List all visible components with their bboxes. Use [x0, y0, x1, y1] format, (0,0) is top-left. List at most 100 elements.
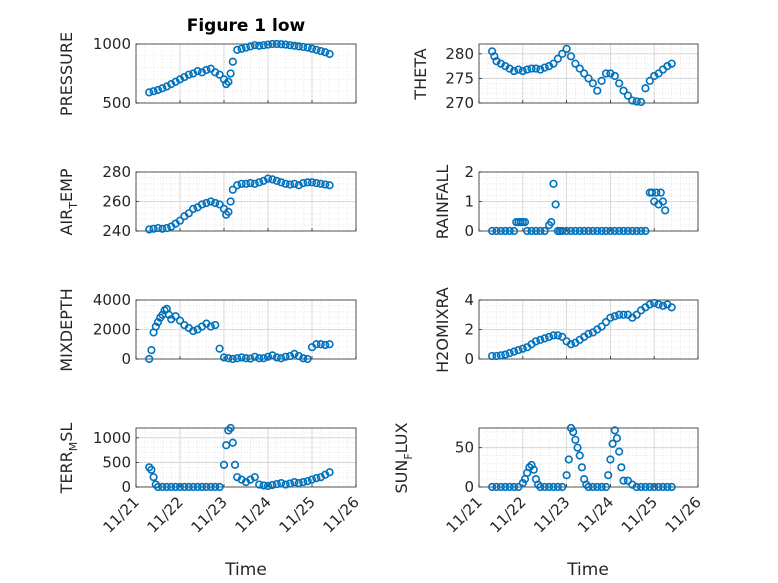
- data-point: [281, 352, 290, 361]
- data-point: [206, 322, 215, 331]
- data-point: [536, 65, 545, 74]
- data-point: [623, 226, 633, 236]
- data-point: [228, 438, 237, 447]
- data-point: [246, 178, 255, 188]
- data-point: [246, 354, 255, 363]
- data-point: [158, 482, 167, 492]
- data-point: [206, 482, 215, 492]
- data-point: [509, 66, 519, 76]
- data-point: [285, 479, 295, 488]
- data-point: [268, 351, 277, 360]
- x-tick-label: 11/25: [618, 493, 661, 536]
- data-point: [167, 482, 176, 492]
- y-tick-label: 4: [464, 291, 474, 309]
- y-tick-label: 1: [464, 193, 474, 211]
- data-point: [184, 209, 193, 218]
- data-point: [610, 71, 619, 81]
- data-point: [272, 39, 281, 49]
- data-point: [558, 482, 567, 492]
- data-point: [575, 226, 584, 236]
- y-tick-label: 270: [445, 94, 474, 112]
- data-point: [518, 66, 527, 76]
- data-point: [654, 300, 663, 309]
- data-point: [290, 477, 299, 487]
- data-point: [321, 340, 330, 350]
- data-point: [268, 39, 277, 49]
- y-tick-label: 275: [445, 69, 474, 87]
- data-point: [645, 482, 654, 492]
- data-point: [562, 226, 571, 236]
- x-tick-label: 11/21: [443, 493, 486, 536]
- data-point: [488, 226, 497, 236]
- data-point: [237, 179, 246, 188]
- y-tick-label: 280: [102, 163, 131, 181]
- ylabel-theta: THETA: [411, 48, 430, 100]
- data-point: [226, 197, 235, 206]
- data-point: [211, 320, 220, 330]
- data-point: [307, 475, 317, 484]
- data-point: [303, 178, 312, 187]
- data-point: [255, 178, 264, 187]
- data-point: [250, 41, 259, 50]
- data-point: [540, 226, 549, 236]
- data-point: [272, 353, 281, 362]
- data-point: [619, 476, 628, 485]
- data-point: [263, 352, 273, 361]
- data-point: [325, 49, 334, 59]
- data-point: [615, 226, 624, 236]
- data-point: [577, 463, 587, 472]
- data-point: [147, 465, 156, 474]
- data-point: [325, 181, 334, 190]
- data-point: [224, 77, 233, 86]
- data-point: [641, 84, 650, 93]
- axes-sun-flux: 0 50 11/21 11/22 11/23 11/24 11/25 11/26: [443, 423, 705, 536]
- data-point: [325, 340, 334, 349]
- y-tick-label: 0: [121, 478, 131, 496]
- x-tick-label: 11/25: [276, 493, 319, 536]
- data-point: [149, 473, 158, 482]
- data-point: [147, 346, 156, 355]
- data-point: [536, 226, 545, 236]
- data-point: [597, 226, 606, 236]
- data-point: [520, 218, 530, 227]
- data-point: [601, 318, 611, 327]
- data-point: [650, 482, 659, 492]
- data-point: [606, 313, 615, 322]
- data-point: [608, 439, 617, 448]
- data-point: [549, 179, 558, 188]
- data-point: [316, 340, 325, 349]
- data-point: [667, 303, 676, 312]
- data-point: [294, 181, 303, 190]
- data-point: [536, 482, 545, 492]
- data-point: [619, 310, 628, 319]
- data-point: [233, 181, 242, 190]
- data-point: [531, 64, 541, 73]
- data-point: [171, 482, 180, 492]
- data-point: [259, 176, 268, 185]
- data-point: [492, 226, 501, 236]
- data-point: [636, 97, 646, 107]
- data-point: [215, 344, 224, 353]
- data-point: [226, 69, 235, 78]
- data-point: [593, 482, 602, 492]
- data-point: [505, 349, 514, 358]
- y-tick-label: 240: [102, 222, 131, 240]
- data-point: [312, 340, 321, 349]
- data-point: [175, 316, 185, 325]
- data-point: [509, 347, 519, 356]
- data-point: [527, 460, 536, 470]
- data-point: [307, 44, 317, 53]
- data-point: [580, 69, 589, 78]
- x-tick-label: 11/21: [100, 493, 143, 536]
- data-point: [540, 482, 549, 492]
- data-point: [321, 48, 330, 57]
- data-point: [206, 197, 215, 206]
- data-point: [202, 198, 211, 208]
- data-point: [571, 435, 580, 444]
- data-point: [215, 482, 224, 492]
- data-point: [547, 218, 556, 227]
- x-tick-label: 11/22: [144, 493, 187, 536]
- ylabel-h2omixra: H2OMIXRA: [433, 287, 452, 373]
- data-point: [237, 44, 246, 53]
- data-point: [551, 200, 560, 209]
